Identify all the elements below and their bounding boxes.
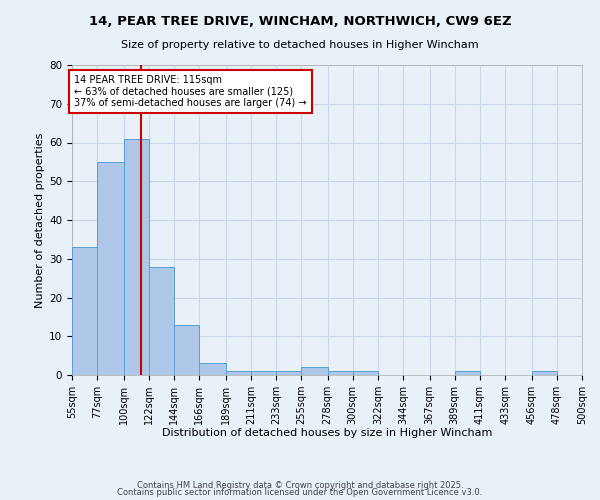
- Text: Size of property relative to detached houses in Higher Wincham: Size of property relative to detached ho…: [121, 40, 479, 50]
- Bar: [97, 162, 124, 375]
- Bar: [124, 138, 149, 375]
- Bar: [532, 371, 557, 375]
- Bar: [226, 371, 251, 375]
- Bar: [582, 371, 600, 375]
- Bar: [251, 371, 276, 375]
- Bar: [199, 364, 226, 375]
- Text: Contains HM Land Registry data © Crown copyright and database right 2025.: Contains HM Land Registry data © Crown c…: [137, 480, 463, 490]
- Y-axis label: Number of detached properties: Number of detached properties: [35, 132, 45, 308]
- Text: 14 PEAR TREE DRIVE: 115sqm
← 63% of detached houses are smaller (125)
37% of sem: 14 PEAR TREE DRIVE: 115sqm ← 63% of deta…: [74, 74, 307, 108]
- Bar: [328, 371, 353, 375]
- Text: 14, PEAR TREE DRIVE, WINCHAM, NORTHWICH, CW9 6EZ: 14, PEAR TREE DRIVE, WINCHAM, NORTHWICH,…: [89, 15, 511, 28]
- X-axis label: Distribution of detached houses by size in Higher Wincham: Distribution of detached houses by size …: [162, 428, 492, 438]
- Bar: [149, 266, 174, 375]
- Bar: [276, 371, 301, 375]
- Bar: [301, 367, 328, 375]
- Bar: [72, 247, 97, 375]
- Bar: [455, 371, 480, 375]
- Text: Contains public sector information licensed under the Open Government Licence v3: Contains public sector information licen…: [118, 488, 482, 497]
- Bar: [174, 324, 199, 375]
- Bar: [353, 371, 378, 375]
